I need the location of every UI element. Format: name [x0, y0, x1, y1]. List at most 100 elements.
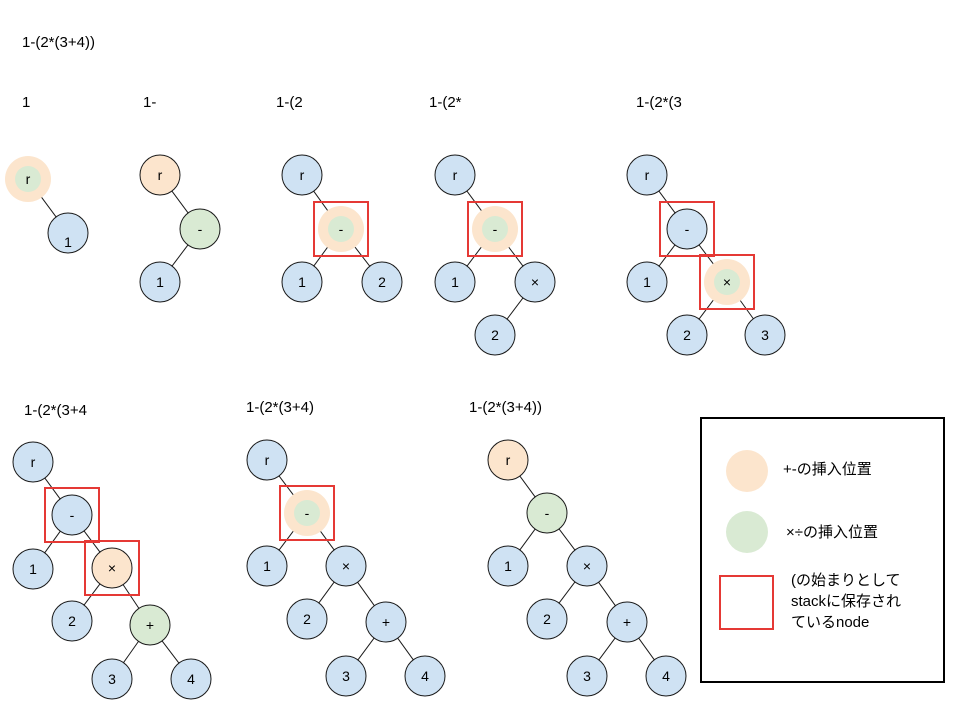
- tree-node-m: -: [313, 201, 369, 257]
- legend-times-div-label: ×÷の挿入位置: [786, 524, 878, 541]
- tree-edge: [558, 528, 576, 551]
- node-circle: [139, 261, 181, 303]
- node-circle: [487, 545, 529, 587]
- step-7-label: 1-(2*(3+4): [246, 399, 314, 416]
- node-label: ×: [583, 558, 591, 574]
- step-1-label: 1: [22, 94, 31, 111]
- tree-step-6: r - 1 × 2 +3 4: [12, 441, 212, 700]
- tree-node-n3: 3: [744, 314, 786, 356]
- tree-node-n2: 2: [51, 600, 93, 642]
- tree-edge: [357, 637, 375, 661]
- node-label: 4: [421, 668, 429, 684]
- tree-node-n3: 3: [566, 655, 608, 697]
- tree-node-r: r: [12, 441, 54, 483]
- tree-edge: [171, 244, 189, 267]
- node-label: 1: [29, 561, 37, 577]
- tree-node-n3: 3: [91, 658, 133, 700]
- tree-node-m: -: [467, 201, 523, 257]
- node-circle: [487, 439, 529, 481]
- node-circle: [666, 208, 708, 250]
- node-label: 3: [583, 668, 591, 684]
- node-label: +: [623, 614, 631, 630]
- node-circle: [404, 655, 446, 697]
- stack-saved-box: [659, 201, 715, 257]
- tree-node-n2: 2: [286, 598, 328, 640]
- legend-stack-box-swatch: [719, 575, 774, 630]
- tree-node-p: +: [365, 601, 407, 643]
- tree-node-r: r: [5, 156, 51, 202]
- node-label: 1: [643, 274, 651, 290]
- insert-pos-times-div-marker: [328, 216, 354, 242]
- insert-pos-times-div-marker: [482, 216, 508, 242]
- node-circle: [566, 655, 608, 697]
- node-circle: [129, 604, 171, 646]
- node-circle: [526, 492, 568, 534]
- tree-node-n2: 2: [361, 261, 403, 303]
- node-circle: [434, 261, 476, 303]
- node-label: ×: [723, 274, 731, 290]
- node-label: 1: [504, 558, 512, 574]
- node-circle: [645, 655, 687, 697]
- tree-edge: [123, 641, 139, 663]
- node-label: 2: [303, 611, 311, 627]
- node-label: 1: [64, 234, 72, 250]
- tree-edge: [638, 637, 655, 661]
- tree-node-m: -: [526, 492, 568, 534]
- node-label: ×: [342, 558, 350, 574]
- tree-node-t: ×: [566, 545, 608, 587]
- node-label: 1: [156, 274, 164, 290]
- node-circle: [281, 154, 323, 196]
- tree-node-n4: 4: [404, 655, 446, 697]
- tree-edge: [558, 581, 576, 604]
- tree-edge: [161, 640, 180, 664]
- node-label: -: [70, 507, 75, 523]
- tree-node-t: ×: [699, 254, 755, 310]
- node-label: r: [506, 452, 511, 468]
- legend-box: +-の挿入位置 ×÷の挿入位置 (の始まりとして stackに保存され ているn…: [700, 417, 945, 683]
- tree-node-t: ×: [514, 261, 556, 303]
- tree-edge: [318, 581, 335, 604]
- node-circle: [286, 598, 328, 640]
- node-label: +: [382, 614, 390, 630]
- tree-node-r: r: [246, 439, 288, 481]
- expression-title: 1-(2*(3+4)): [22, 34, 95, 51]
- node-label: 2: [543, 611, 551, 627]
- node-circle: [91, 547, 133, 589]
- legend-times-div-swatch: [726, 511, 768, 553]
- tree-edge: [39, 194, 57, 218]
- node-label: r: [265, 452, 270, 468]
- node-label: -: [198, 221, 203, 237]
- legend-stack-label: (の始まりとして stackに保存され ているnode: [791, 572, 902, 631]
- node-circle: [246, 545, 288, 587]
- node-label: 4: [662, 668, 670, 684]
- stack-saved-box: [279, 485, 335, 541]
- tree-node-n2: 2: [666, 314, 708, 356]
- tree-node-n2: 2: [526, 598, 568, 640]
- tree-edge: [519, 528, 536, 551]
- node-label: r: [645, 167, 650, 183]
- node-label: +: [146, 617, 154, 633]
- node-circle: [246, 439, 288, 481]
- node-label: r: [31, 454, 36, 470]
- node-label: -: [305, 505, 310, 521]
- node-circle: [179, 208, 221, 250]
- tree-edge: [598, 637, 616, 661]
- insert-pos-times-div-marker: [15, 166, 41, 192]
- tree-node-n1: 1: [139, 261, 181, 303]
- node-circle: [514, 261, 556, 303]
- node-circle: [47, 212, 89, 254]
- node-label: 4: [187, 671, 195, 687]
- step-3-label: 1-(2: [276, 94, 303, 111]
- node-circle: [526, 598, 568, 640]
- insert-pos-times-div-marker: [714, 269, 740, 295]
- node-circle: [744, 314, 786, 356]
- node-label: 3: [342, 668, 350, 684]
- node-circle: [434, 154, 476, 196]
- insert-pos-times-div-marker: [294, 500, 320, 526]
- node-circle: [566, 545, 608, 587]
- tree-edge: [506, 297, 524, 320]
- tree-node-n1: 1: [246, 545, 288, 587]
- node-circle: [626, 261, 668, 303]
- node-label: 1: [263, 558, 271, 574]
